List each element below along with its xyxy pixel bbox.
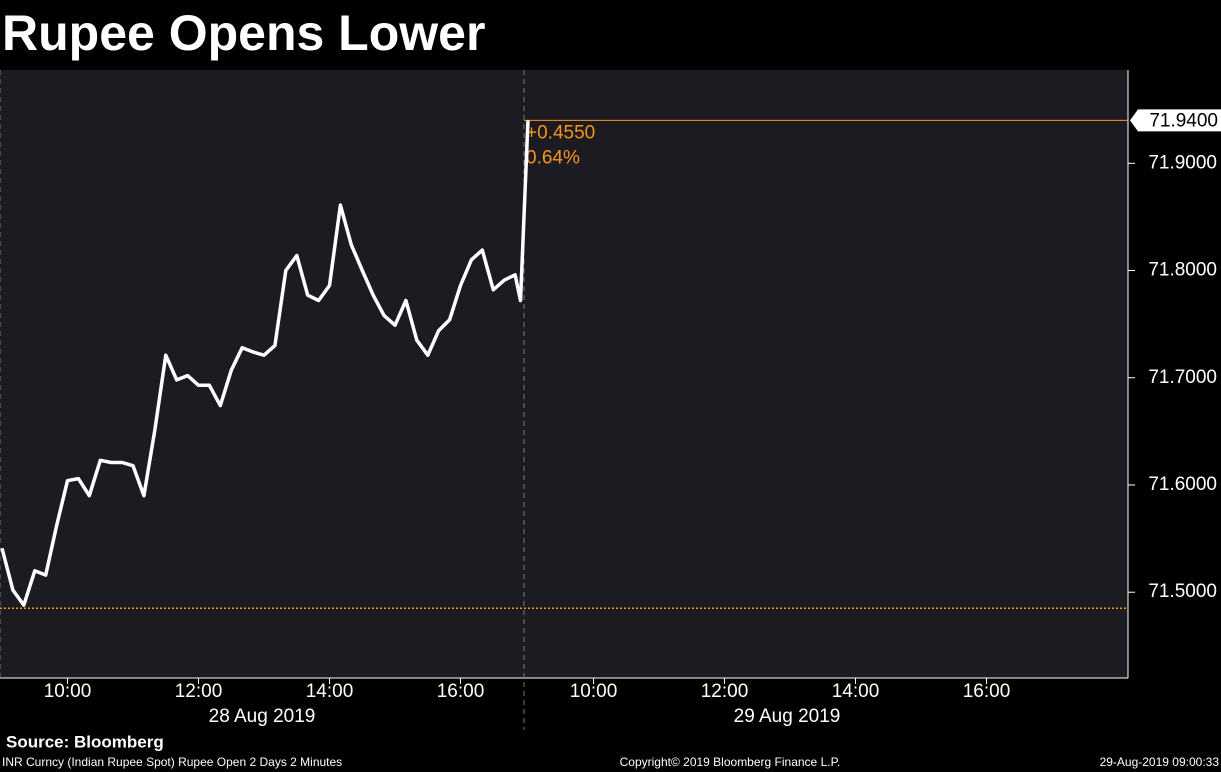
y-tick-label: 71.5000 — [1148, 581, 1217, 602]
x-tick-label: 12:00 — [701, 681, 749, 702]
x-tick-label: 14:00 — [832, 681, 880, 702]
footer-right: 29-Aug-2019 09:00:33 — [1100, 755, 1220, 769]
y-tick-label: 71.9000 — [1148, 152, 1217, 173]
price-line — [0, 120, 530, 607]
y-tick-label: 71.6000 — [1148, 474, 1217, 495]
change-annotation: 0.64% — [526, 147, 580, 168]
x-tick-label: 10:00 — [570, 681, 618, 702]
footer-left: INR Curncy (Indian Rupee Spot) Rupee Ope… — [2, 755, 342, 769]
x-tick-label: 10:00 — [44, 681, 92, 702]
x-tick-label: 16:00 — [963, 681, 1011, 702]
x-group-label: 29 Aug 2019 — [734, 706, 841, 727]
last-price-label: 71.9400 — [1149, 110, 1218, 131]
last-price-box — [1130, 109, 1221, 132]
y-tick-label: 71.8000 — [1148, 260, 1217, 281]
x-tick-label: 12:00 — [175, 681, 223, 702]
change-annotation: +0.4550 — [526, 122, 595, 143]
x-tick-label: 16:00 — [437, 681, 485, 702]
chart-title: Rupee Opens Lower — [2, 5, 485, 61]
footer-center: Copyright© 2019 Bloomberg Finance L.P. — [620, 755, 841, 769]
x-tick-label: 14:00 — [306, 681, 354, 702]
x-group-label: 28 Aug 2019 — [209, 706, 316, 727]
y-tick-label: 71.7000 — [1148, 367, 1217, 388]
source: Source: Bloomberg — [6, 732, 164, 751]
